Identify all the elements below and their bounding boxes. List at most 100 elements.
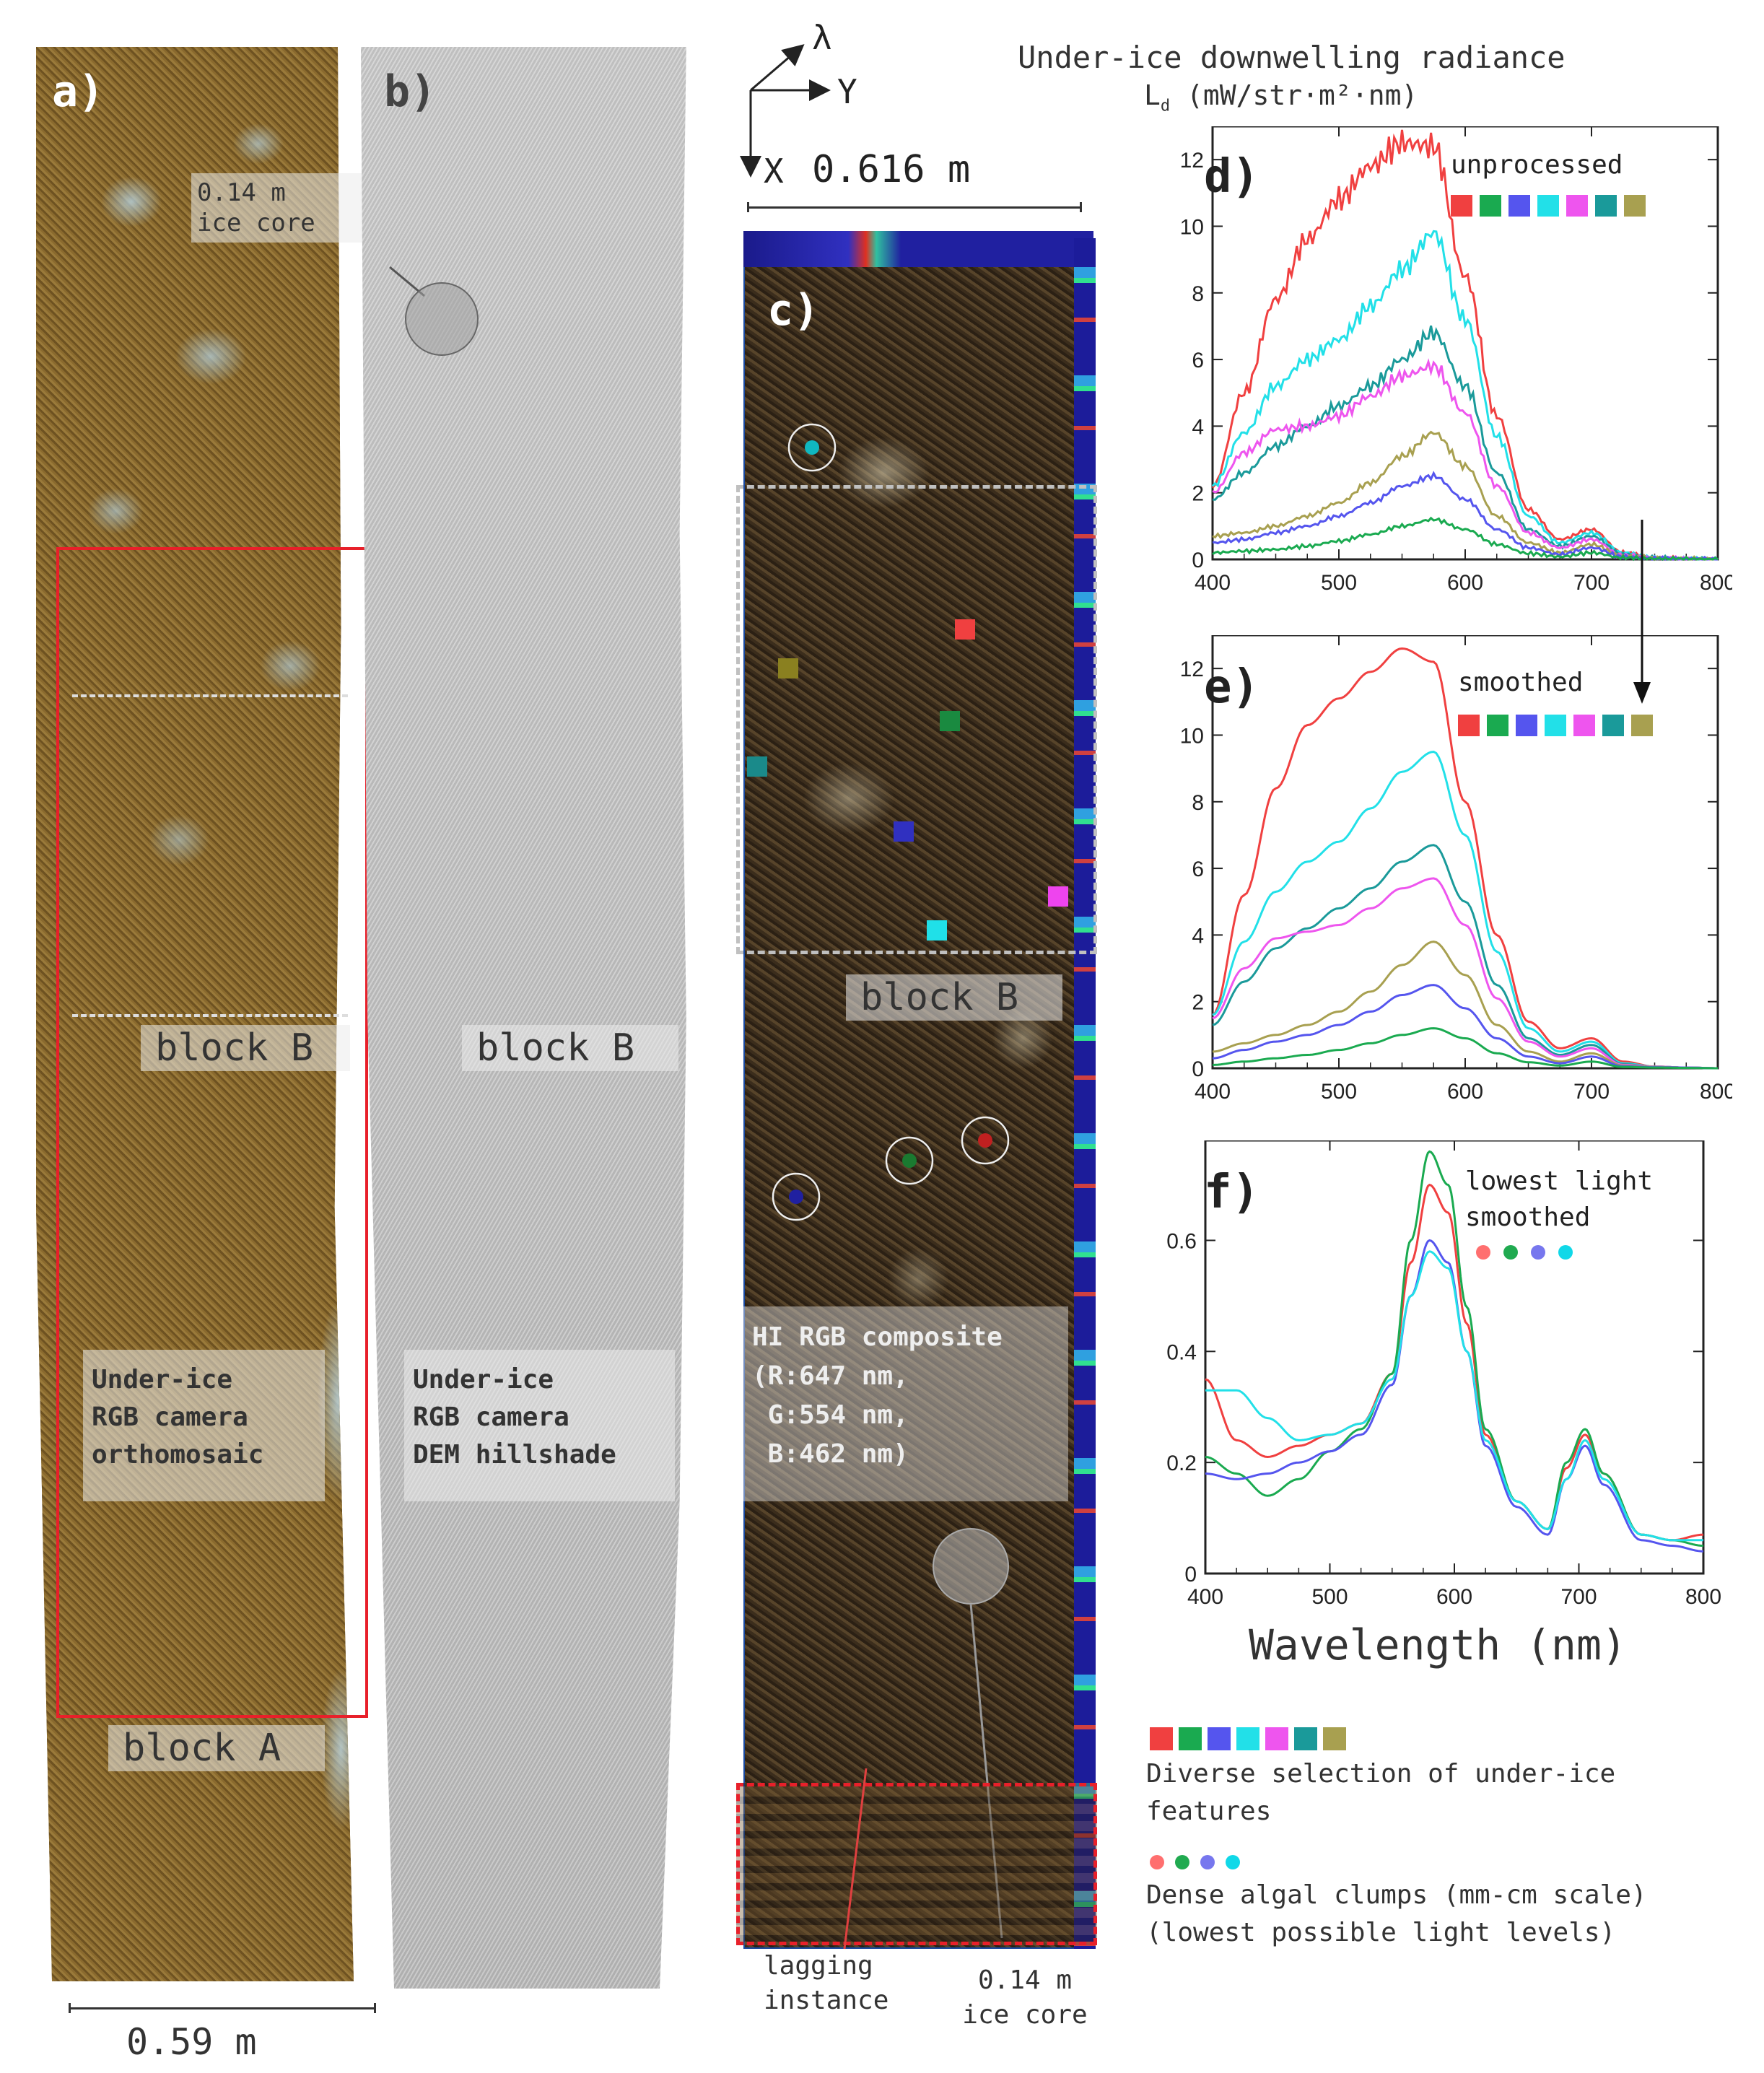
axis-x-label: X — [764, 152, 784, 191]
legend-dot — [1558, 1245, 1573, 1260]
legend-swatch — [1236, 1727, 1259, 1750]
y-tick-label: 8 — [1192, 791, 1204, 815]
chart-e-legend — [1458, 715, 1660, 739]
lagging-region-c — [736, 1783, 1097, 1945]
legend-swatch — [1573, 715, 1595, 736]
chart-f-title-text: lowest light smoothed — [1465, 1166, 1654, 1232]
x-tick-label: 800 — [1700, 571, 1732, 595]
x-tick-label: 500 — [1321, 571, 1357, 595]
lagging-label: lagging instance — [764, 1949, 888, 2018]
axis-lambda-label: λ — [812, 18, 832, 57]
series-line-7 — [1212, 1027, 1718, 1070]
ice-core-label-a: 0.14 m ice core — [191, 173, 383, 243]
legend-swatch — [1595, 195, 1617, 217]
clump-circle-green — [885, 1136, 934, 1185]
y-tick-label: 12 — [1180, 149, 1204, 173]
legend-swatch — [1566, 195, 1588, 217]
panel-letter-a: a) — [52, 66, 105, 117]
caption-a: Under-ice RGB camera orthomosaic — [83, 1350, 325, 1501]
legend-dot — [1503, 1245, 1518, 1260]
hi-composite-image — [743, 231, 1093, 1949]
clump-dot-cyan — [805, 440, 819, 455]
axes-indicator — [740, 44, 831, 178]
legend-dot — [1200, 1855, 1215, 1869]
clump-circle-red — [961, 1116, 1010, 1165]
caption-b: Under-ice RGB camera DEM hillshade — [404, 1350, 675, 1501]
x-tick-label: 700 — [1560, 1585, 1597, 1609]
legend-swatch — [1265, 1727, 1288, 1750]
legend-swatch — [1480, 195, 1501, 217]
legend-dot — [1531, 1245, 1545, 1260]
y-tick-label: 0 — [1192, 549, 1204, 572]
series-line-1 — [1212, 647, 1718, 1070]
clumps-legend-line1: Dense algal clumps (mm-cm scale) — [1146, 1880, 1647, 1910]
x-tick-label: 600 — [1447, 571, 1483, 595]
ice-core-text: ice core — [197, 209, 315, 237]
legend-swatch — [1631, 715, 1653, 736]
lagging-pointer — [843, 1768, 868, 1950]
figure-header-title: Under-ice downwelling radiance — [1018, 40, 1566, 75]
panel-letter-b: b) — [384, 66, 437, 117]
chart-d-title: unprocessed — [1451, 150, 1623, 180]
hi-cube-edge-right — [1074, 238, 1096, 1949]
legend-swatch — [1150, 1727, 1173, 1750]
y-tick-label: 0.2 — [1166, 1452, 1197, 1475]
y-tick-label: 0 — [1192, 1057, 1204, 1081]
scale-bar-a — [69, 2003, 376, 2013]
y-tick-label: 2 — [1192, 991, 1204, 1015]
plot-frame-e — [1211, 635, 1719, 1070]
lagging-line1: lagging — [764, 1951, 873, 1981]
caption-a-line1: Under-ice — [92, 1365, 233, 1395]
caption-c-line3: G:554 nm, — [752, 1400, 909, 1430]
clump-dot-green — [902, 1153, 917, 1168]
legend-dot — [1476, 1245, 1490, 1260]
caption-b-line3: DEM hillshade — [413, 1440, 616, 1470]
y-tick-label: 0.6 — [1166, 1229, 1197, 1253]
block-b-dashes-top-a — [72, 694, 348, 697]
x-tick-label: 800 — [1685, 1585, 1721, 1609]
block-b-region-c — [736, 485, 1097, 954]
caption-b-line2: RGB camera — [413, 1402, 569, 1432]
x-tick-label: 400 — [1195, 571, 1231, 595]
x-tick-label: 700 — [1573, 571, 1610, 595]
y-tick-label: 6 — [1192, 857, 1204, 881]
block-region-outline-a — [56, 547, 368, 1718]
figure-header-units: Ld (mW/str·m²·nm) — [1144, 79, 1418, 115]
ice-core-marker-b — [389, 266, 479, 356]
x-tick-label: 600 — [1447, 1080, 1483, 1104]
axis-y-label: Y — [837, 72, 857, 111]
clump-circle-blue — [772, 1172, 821, 1221]
clumps-legend-line2: (lowest possible light levels) — [1146, 1918, 1616, 1947]
plot-frame-d — [1211, 126, 1719, 561]
series-line-6 — [1213, 471, 1718, 562]
legend-swatch — [1537, 195, 1559, 217]
y-tick-label: 12 — [1180, 658, 1204, 681]
radiance-symbol: L — [1144, 79, 1161, 111]
y-tick-label: 8 — [1192, 282, 1204, 306]
caption-c-line2: (R:647 nm, — [752, 1361, 909, 1391]
legend-swatch — [1179, 1727, 1202, 1750]
legend-swatch — [1508, 195, 1530, 217]
legend-swatch — [1451, 195, 1472, 217]
legend-swatch — [1624, 195, 1646, 217]
ice-core-marker-c — [933, 1528, 1009, 1939]
radiance-units: (mW/str·m²·nm) — [1187, 79, 1418, 111]
legend-swatch — [1516, 715, 1537, 736]
x-tick-label: 400 — [1195, 1080, 1231, 1104]
block-b-dashes-bottom-a — [72, 1014, 348, 1017]
feature-square-teal — [747, 756, 767, 777]
y-tick-label: 10 — [1180, 724, 1204, 748]
legend-swatch — [1458, 715, 1480, 736]
caption-c: HI RGB composite (R:647 nm, G:554 nm, B:… — [743, 1306, 1068, 1501]
x-tick-label: 600 — [1436, 1585, 1472, 1609]
block-a-label: block A — [108, 1725, 325, 1771]
ice-core-c-line2: ice core — [962, 2000, 1088, 2030]
chart-e: 400 500 600 700 800 0 2 4 6 8 10 12 — [1180, 635, 1732, 1104]
legend-swatch — [1602, 715, 1624, 736]
legend-swatch — [1545, 715, 1566, 736]
legend-swatch — [1487, 715, 1508, 736]
y-tick-label: 0.4 — [1166, 1340, 1197, 1364]
y-tick-label: 4 — [1192, 415, 1204, 439]
legend-swatch — [1294, 1727, 1317, 1750]
dem-hillshade-image — [361, 47, 686, 1989]
